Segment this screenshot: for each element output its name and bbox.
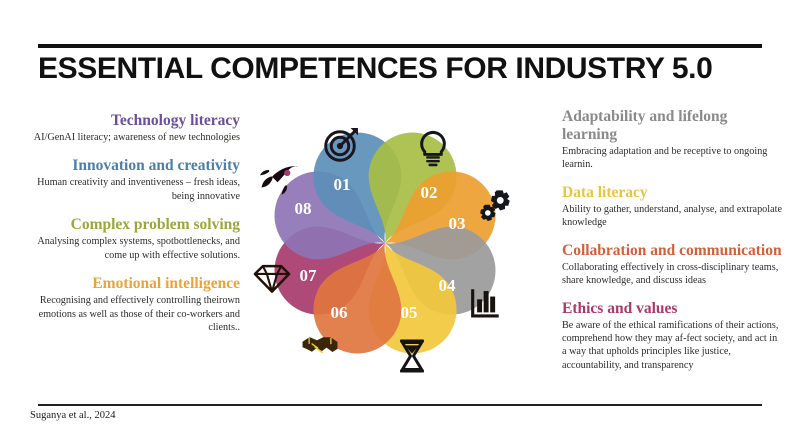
competence-block-ethics-and-values: Ethics and values Be aware of the ethica… (562, 300, 784, 373)
competence-body: Analysing complex systems, spotbottlenec… (37, 236, 240, 261)
title-rule-top (38, 44, 762, 48)
petal-number-08: 08 (295, 199, 312, 218)
competence-block-technology-literacy: Technology literacy AI/GenAI literacy; a… (18, 112, 240, 144)
competence-heading: Emotional intelligence (92, 275, 240, 293)
competence-block-data-literacy: Data literacy Ability to gather, underst… (562, 184, 784, 230)
competence-body: Recognising and effectively controlling … (38, 295, 240, 334)
footer-rule (38, 404, 762, 406)
competence-flower-diagram: 01 02 03 04 05 06 07 08 (232, 92, 532, 392)
flower-numbers: 01 02 03 04 05 06 07 08 (295, 175, 466, 322)
competence-heading: Innovation and creativity (72, 157, 240, 175)
competence-body: AI/GenAI literacy; awareness of new tech… (33, 131, 240, 143)
competence-heading: Ethics and values (562, 299, 678, 317)
competence-block-adaptability-and-lifelong-learning: Adaptability and lifelong learning Embra… (562, 108, 784, 172)
competence-body: Collaborating effectively in cross-disci… (562, 261, 779, 287)
competence-body: Ability to gather, understand, analyse, … (562, 203, 782, 229)
petal-number-07: 07 (300, 266, 318, 285)
competence-heading: Technology literacy (110, 112, 240, 129)
left-text-column: Technology literacy AI/GenAI literacy; a… (18, 112, 240, 348)
petal-number-02: 02 (421, 183, 438, 202)
flower-petals (260, 118, 510, 368)
petal-number-01: 01 (334, 175, 351, 194)
handshake-icon (301, 336, 339, 354)
petal-number-05: 05 (401, 303, 418, 322)
competence-block-innovation-and-creativity: Innovation and creativity Human creativi… (18, 157, 240, 203)
source-credit: Suganya et al., 2024 (30, 410, 116, 421)
petal-number-04: 04 (439, 276, 457, 295)
competence-body: Human creativity and inventiveness – fre… (37, 177, 240, 202)
competence-block-complex-problem-solving: Complex problem solving Analysing comple… (18, 216, 240, 262)
page-title: ESSENTIAL COMPETENCES FOR INDUSTRY 5.0 (38, 52, 713, 85)
competence-body: Be aware of the ethical ramifications of… (562, 319, 779, 371)
competence-heading: Adaptability and lifelong learning (562, 108, 728, 143)
competence-heading: Complex problem solving (70, 216, 240, 234)
petal-number-06: 06 (331, 303, 348, 322)
right-text-column: Adaptability and lifelong learning Embra… (562, 108, 784, 384)
competence-block-collabration-and-communication: Collabration and communication Collabora… (562, 242, 784, 288)
competence-heading: Collabration and communication (562, 241, 782, 259)
petal-number-03: 03 (449, 214, 466, 233)
competence-block-emotional-intelligence: Emotional intelligence Recognising and e… (18, 275, 240, 334)
competence-body: Embracing adaptation and be receptive to… (562, 145, 768, 171)
competence-heading: Data literacy (562, 183, 648, 201)
